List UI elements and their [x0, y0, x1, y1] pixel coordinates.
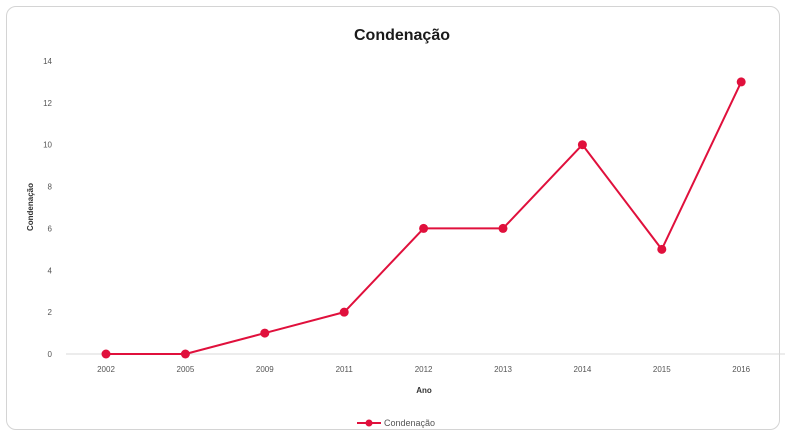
data-point	[260, 328, 270, 338]
y-tick-label: 6	[48, 224, 53, 233]
data-point	[180, 349, 190, 359]
y-tick-labels: 0 2 4 6 8 10 12 14	[43, 57, 52, 359]
data-point	[101, 349, 111, 359]
y-tick-label: 8	[48, 183, 53, 192]
x-tick-label: 2009	[256, 365, 274, 374]
x-tick-label: 2014	[574, 365, 592, 374]
data-point	[498, 223, 508, 233]
x-tick-label: 2002	[97, 365, 115, 374]
y-tick-label: 4	[48, 266, 53, 275]
data-point	[657, 244, 667, 254]
y-tick-label: 2	[48, 308, 53, 317]
x-tick-label: 2012	[415, 365, 433, 374]
series-line	[106, 81, 743, 355]
legend-marker	[365, 419, 373, 427]
legend-label: Condenação	[384, 418, 435, 428]
y-tick-label: 0	[48, 350, 53, 359]
x-tick-label: 2011	[336, 365, 354, 374]
data-point	[419, 223, 429, 233]
x-tick-label: 2016	[732, 365, 750, 374]
data-point	[577, 140, 587, 150]
y-tick-label: 14	[43, 57, 52, 66]
series-group	[101, 77, 746, 359]
x-tick-labels: 2002 2005 2009 2011 2012 2013 2014 2015 2016	[97, 365, 751, 374]
legend: Condenação	[357, 418, 435, 428]
y-tick-label: 12	[43, 99, 52, 108]
chart-frame	[6, 6, 780, 430]
x-tick-label: 2013	[494, 365, 512, 374]
data-point	[736, 77, 746, 87]
chart-title: Condenação	[354, 27, 450, 44]
y-axis-label: Condenação	[26, 183, 35, 231]
data-point	[339, 307, 349, 317]
x-tick-label: 2005	[177, 365, 195, 374]
x-axis-label: Ano	[416, 386, 432, 395]
y-tick-label: 10	[43, 141, 52, 150]
x-tick-label: 2015	[653, 365, 671, 374]
